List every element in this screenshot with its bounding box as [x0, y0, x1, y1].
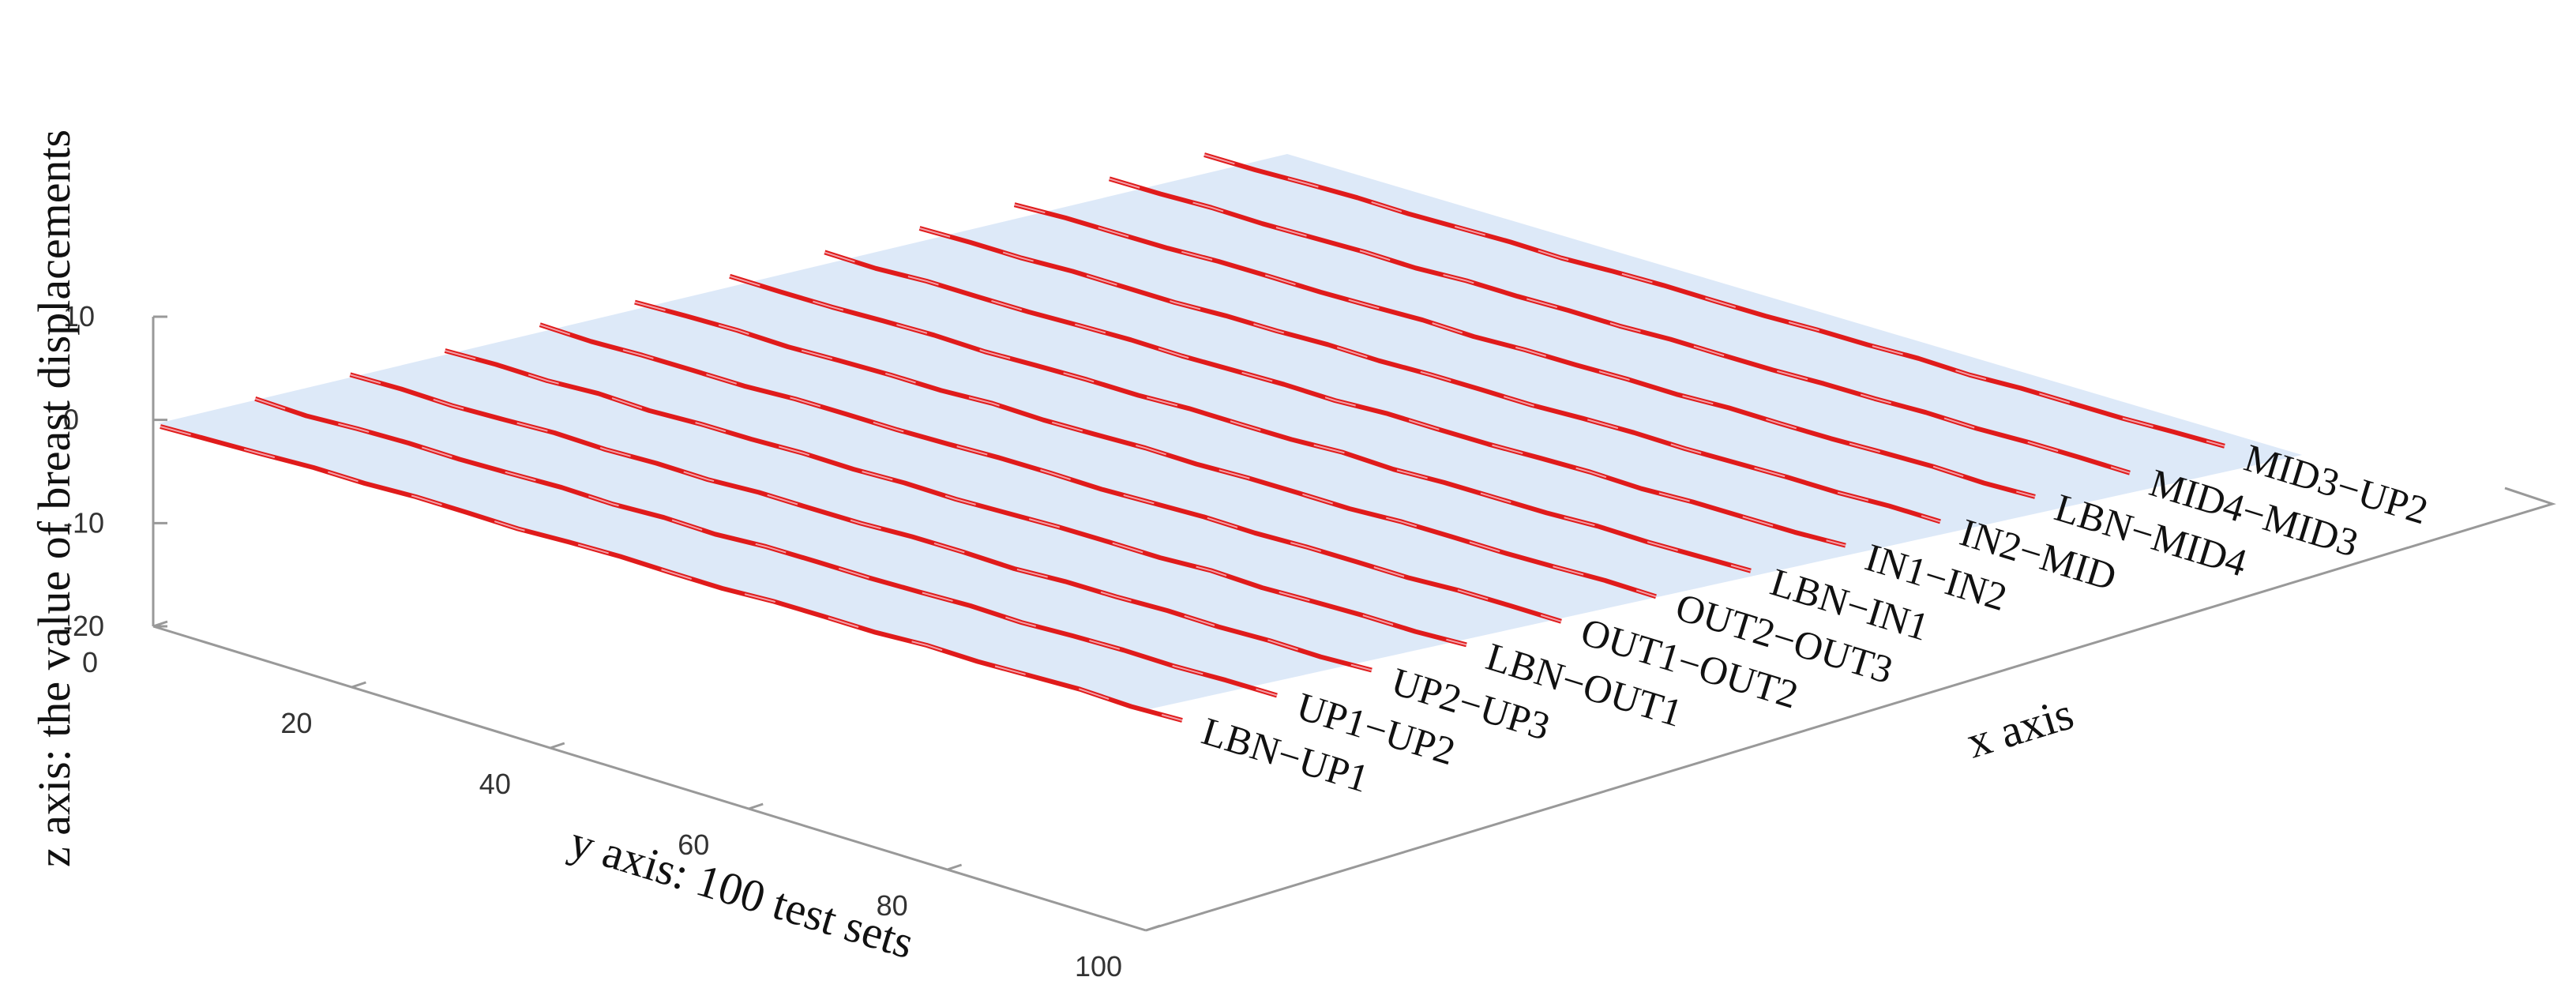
- series-line-highlight: [919, 227, 1941, 523]
- series-line-highlight: [1204, 154, 2225, 447]
- series-line-highlight: [254, 397, 1278, 697]
- series-line-highlight: [824, 251, 1846, 547]
- series-line-highlight: [634, 301, 1657, 598]
- y-tick-label: 20: [280, 707, 312, 739]
- z-tick-label: 10: [63, 300, 95, 333]
- x-axis-line: [1145, 487, 2556, 932]
- series-line-highlight: [1109, 178, 2131, 474]
- y-tick-label: 0: [82, 646, 98, 678]
- y-tick-mark: [550, 742, 565, 750]
- z-tick-label: 0: [63, 404, 79, 436]
- series-line-highlight: [350, 374, 1372, 671]
- y-tick-mark: [1145, 924, 1161, 932]
- series-line-highlight: [729, 275, 1752, 572]
- z-tick-label: -20: [63, 610, 104, 642]
- y-tick-mark: [351, 681, 366, 689]
- x-axis-title: x axis: [1961, 687, 2079, 768]
- z-axis-ticks: 10 0 -10 -20: [63, 300, 167, 642]
- series-line-highlight: [1014, 204, 2036, 498]
- y-tick-label: 80: [877, 889, 908, 922]
- y-tick-label: 100: [1075, 950, 1122, 983]
- y-tick-label: 40: [479, 768, 511, 800]
- y-tick-mark: [152, 620, 168, 628]
- series-line-highlight: [445, 350, 1467, 646]
- y-axis-ticks: 0 20 40 60 80 100: [82, 620, 1161, 983]
- z-zero-plane: [158, 154, 2302, 710]
- y-axis-title: y axis: 100 test sets: [564, 815, 919, 968]
- y-tick-mark: [947, 863, 963, 871]
- y-axis-line: [152, 625, 1147, 932]
- y-tick-mark: [748, 802, 764, 810]
- series-layer: [160, 152, 2225, 723]
- z-tick-label: -10: [63, 506, 104, 539]
- series-line-highlight: [539, 324, 1562, 622]
- y-tick-label: 60: [678, 829, 709, 861]
- series-line-highlight: [160, 426, 1183, 721]
- z-axis-title: z axis: the value of breast displacement…: [28, 130, 80, 867]
